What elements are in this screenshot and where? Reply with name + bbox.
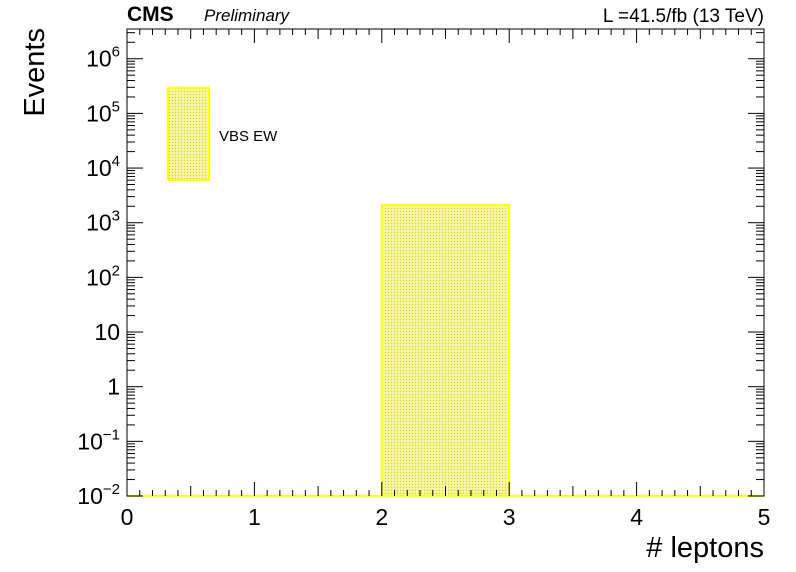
x-tick-label: 3 <box>503 504 516 530</box>
bars-layer <box>127 204 764 497</box>
x-tick-label: 5 <box>758 504 771 530</box>
x-tick-label: 0 <box>121 504 134 530</box>
y-axis-title: Events <box>19 28 51 117</box>
status-label: Preliminary <box>204 6 291 25</box>
y-tick-label: 104 <box>86 153 120 181</box>
y-tick-label: 105 <box>86 98 120 126</box>
y-tick-label: 102 <box>86 262 120 290</box>
x-tick-label: 1 <box>248 504 261 530</box>
luminosity-label: L =41.5/fb (13 TeV) <box>603 6 764 27</box>
y-tick-label: 10 <box>94 319 120 345</box>
histogram-bar-2 <box>380 204 511 497</box>
x-tick-label: 2 <box>375 504 388 530</box>
legend-swatch-vbs-ew <box>167 87 210 181</box>
y-tick-label: 10−2 <box>77 481 120 509</box>
y-tick-label: 1 <box>107 374 120 400</box>
legend-label-vbs-ew: VBS EW <box>219 128 278 145</box>
x-tick-label: 4 <box>630 504 643 530</box>
experiment-label: CMS <box>127 3 174 26</box>
ticks-layer <box>126 29 765 497</box>
x-axis-title: # leptons <box>646 532 764 564</box>
y-tick-label: 106 <box>86 44 120 72</box>
y-tick-label: 103 <box>86 208 120 236</box>
legend: VBS EW <box>167 87 278 181</box>
y-tick-label: 10−1 <box>77 426 120 454</box>
